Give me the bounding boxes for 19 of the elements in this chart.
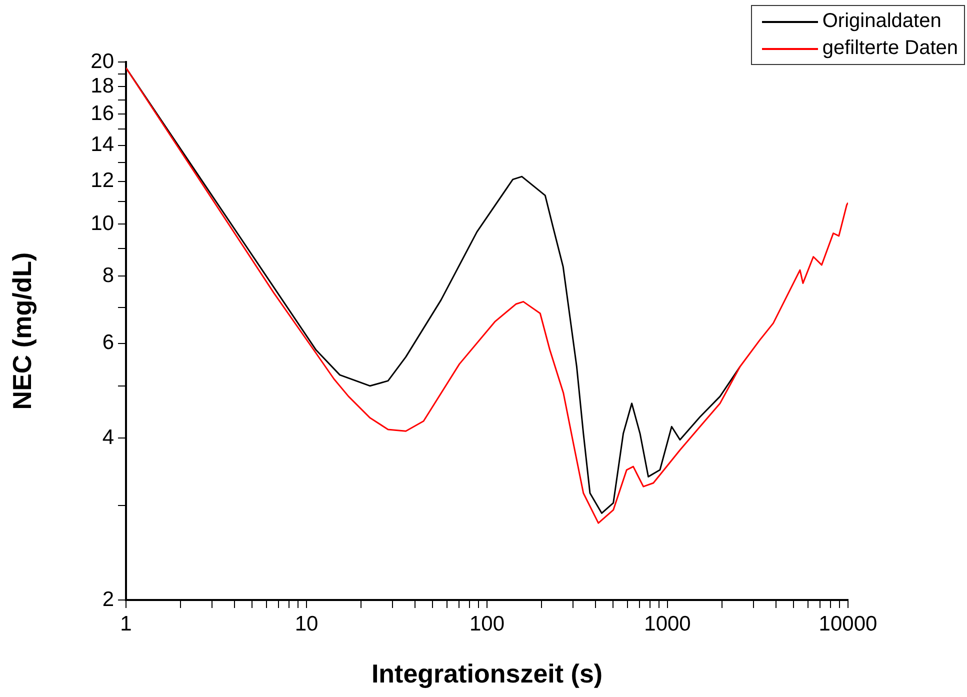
x-axis-title: Integrationszeit (s)	[371, 658, 603, 689]
x-tick-label: 1000	[644, 612, 691, 636]
legend-label: gefilterte Daten	[822, 36, 958, 61]
y-tick-label: 16	[90, 102, 114, 125]
legend-label: Originaldaten	[822, 9, 942, 34]
y-tick-label: 4	[102, 426, 114, 449]
y-axis-title: NEC (mg/dL)	[6, 252, 37, 410]
y-tick-label: 14	[90, 133, 114, 156]
x-tick-label: 10	[294, 612, 318, 636]
x-tick-label: 1	[120, 612, 132, 636]
y-tick-label: 8	[102, 264, 114, 287]
y-tick-label: 6	[102, 331, 114, 354]
y-tick-label: 2	[102, 588, 114, 611]
y-tick-label: 12	[90, 169, 114, 192]
y-tick-label: 10	[90, 212, 114, 235]
y-tick-label: 20	[90, 50, 114, 73]
x-tick-label: 10000	[818, 612, 878, 636]
x-tick-label: 100	[469, 612, 505, 636]
y-tick-label: 18	[90, 74, 114, 98]
